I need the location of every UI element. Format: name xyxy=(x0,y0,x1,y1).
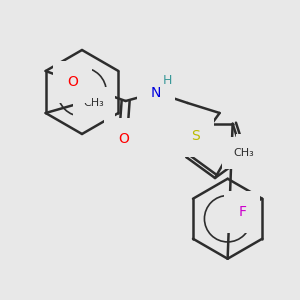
Text: H: H xyxy=(163,74,172,88)
Text: CH₃: CH₃ xyxy=(233,148,254,158)
Text: N: N xyxy=(150,86,161,100)
Text: F: F xyxy=(238,205,246,219)
Text: O: O xyxy=(118,132,129,146)
Text: S: S xyxy=(191,129,200,143)
Text: CH₃: CH₃ xyxy=(84,98,104,108)
Text: N: N xyxy=(250,148,261,162)
Text: O: O xyxy=(67,75,78,89)
